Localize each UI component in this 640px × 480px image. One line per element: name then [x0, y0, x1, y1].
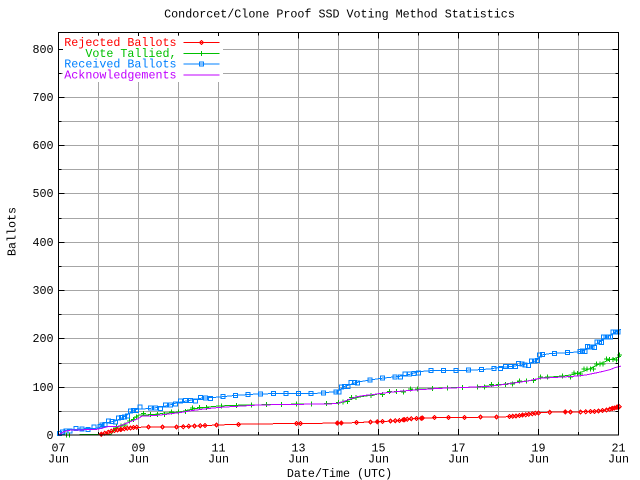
svg-text:17: 17 — [451, 442, 465, 456]
svg-text:Ballots: Ballots — [6, 207, 20, 256]
svg-text:19: 19 — [531, 442, 545, 456]
svg-text:500: 500 — [32, 187, 53, 201]
svg-text:Acknowledgements: Acknowledgements — [64, 68, 176, 82]
svg-text:Jun: Jun — [448, 453, 469, 467]
svg-text:800: 800 — [32, 43, 53, 57]
svg-text:0: 0 — [46, 429, 53, 443]
svg-text:700: 700 — [32, 91, 53, 105]
svg-text:200: 200 — [32, 332, 53, 346]
svg-text:600: 600 — [32, 139, 53, 153]
svg-text:07: 07 — [51, 442, 65, 456]
svg-text:Vote Tallied,: Vote Tallied, — [85, 47, 176, 61]
svg-text:Date/Time (UTC): Date/Time (UTC) — [287, 467, 392, 480]
svg-text:15: 15 — [371, 442, 385, 456]
svg-text:11: 11 — [211, 442, 225, 456]
svg-text:13: 13 — [291, 442, 305, 456]
svg-text:Jun: Jun — [208, 453, 229, 467]
svg-text:09: 09 — [131, 442, 145, 456]
svg-text:100: 100 — [32, 381, 53, 395]
svg-text:Jun: Jun — [528, 453, 549, 467]
svg-text:21: 21 — [611, 442, 625, 456]
svg-text:Received Ballots: Received Ballots — [64, 58, 176, 72]
svg-text:Jun: Jun — [128, 453, 149, 467]
svg-text:400: 400 — [32, 236, 53, 250]
svg-text:Jun: Jun — [608, 453, 629, 467]
svg-text:Jun: Jun — [288, 453, 309, 467]
svg-text:Jun: Jun — [48, 453, 69, 467]
svg-text:Condorcet/Clone Proof SSD Voti: Condorcet/Clone Proof SSD Voting Method … — [164, 8, 515, 22]
svg-text:Rejected Ballots: Rejected Ballots — [64, 36, 176, 50]
svg-text:Jun: Jun — [368, 453, 389, 467]
svg-text:300: 300 — [32, 284, 53, 298]
